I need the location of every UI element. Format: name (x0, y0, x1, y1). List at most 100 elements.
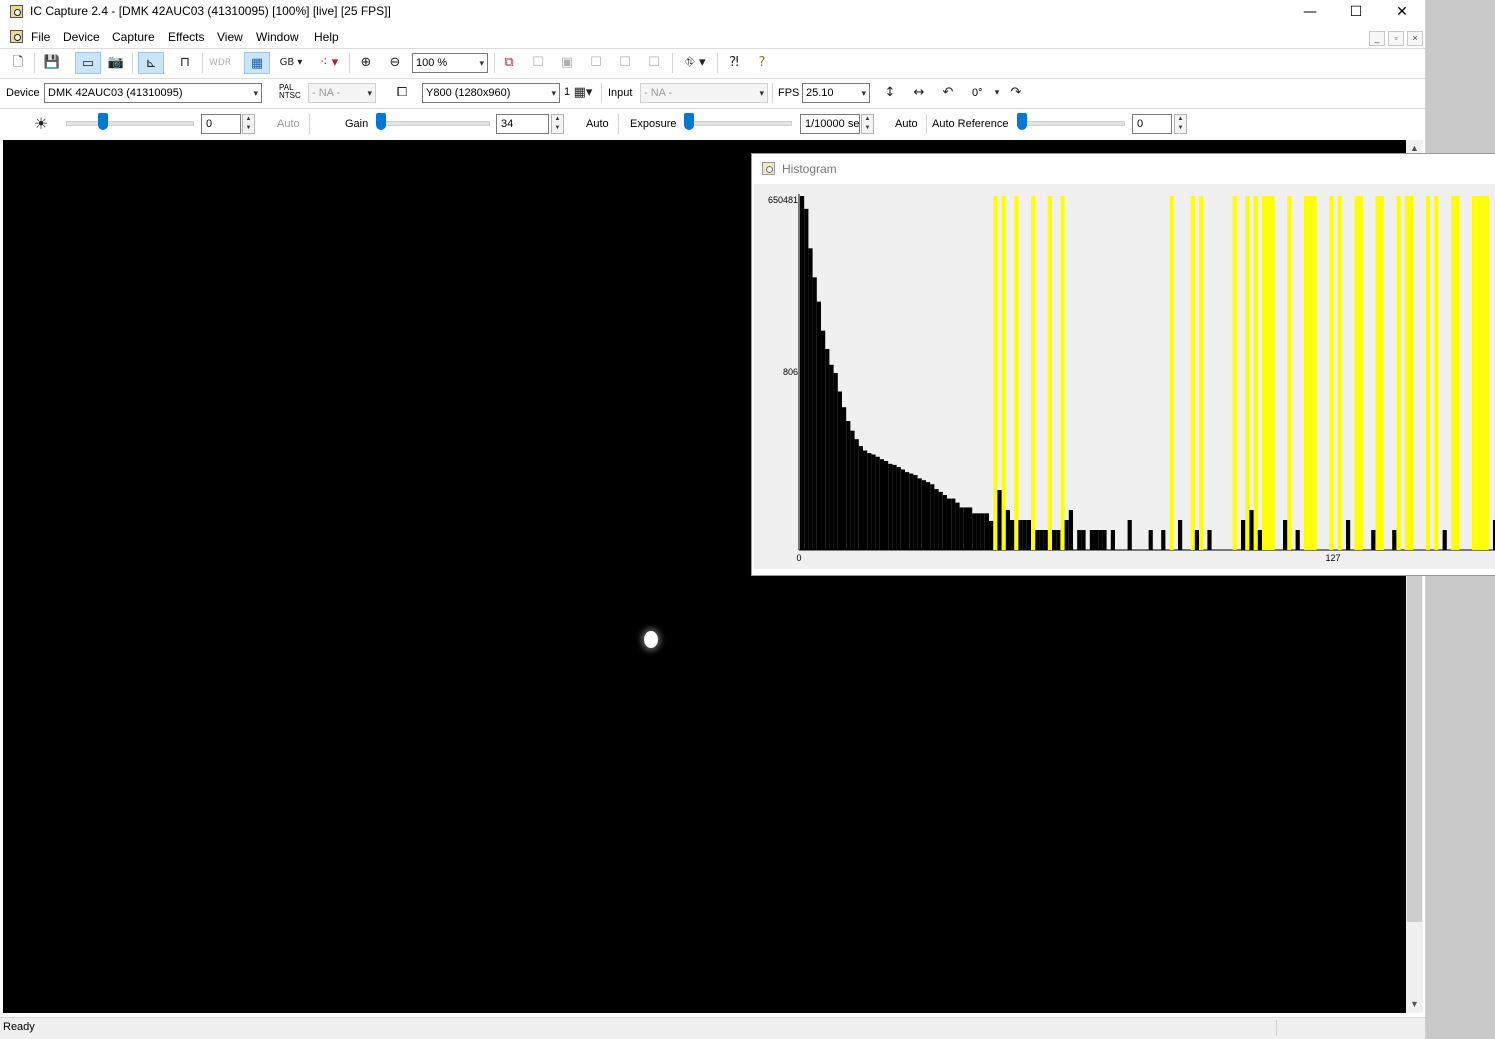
network-icon[interactable]: ⛗ ▾ (684, 55, 706, 70)
histogram-bar-107 (1249, 510, 1254, 550)
menu-capture[interactable]: Capture (112, 30, 155, 44)
help-icon[interactable]: ? (758, 55, 766, 70)
brightness-spinner[interactable]: ▲ ▼ (242, 114, 255, 134)
live-camera-icon[interactable]: ▭ (75, 52, 101, 74)
disabled-tool-icon-5[interactable]: ☐ (648, 55, 660, 70)
menu-file[interactable]: File (31, 30, 51, 44)
histogram-bar-12 (850, 430, 855, 550)
scroll-down-icon[interactable]: ▼ (1410, 999, 1419, 1009)
histogram-bar-29 (921, 480, 926, 550)
brightness-slider-track[interactable] (66, 121, 194, 126)
rotation-chevron-down-icon[interactable]: ▾ (994, 88, 1000, 98)
saturation-marker-24 (1379, 196, 1384, 550)
exposure-slider-thumb[interactable] (684, 113, 694, 130)
zoom-out-icon[interactable]: ⊖ (389, 55, 401, 70)
format-value: Y800 (1280x960) (426, 87, 511, 99)
disabled-tool-icon-2[interactable]: ▣ (560, 55, 574, 70)
mdi-restore-button[interactable]: ▫ (1388, 31, 1404, 46)
wdr-icon[interactable]: WDR (209, 58, 232, 68)
rotation-value[interactable]: 0° (972, 87, 983, 99)
disabled-tool-icon-4[interactable]: ☐ (619, 55, 631, 70)
auto-reference-input[interactable]: 0 (1132, 114, 1172, 134)
separator (772, 83, 773, 103)
document-icon[interactable] (10, 30, 23, 43)
title-bar[interactable]: IC Capture 2.4 - [DMK 42AUC03 (41310095)… (0, 0, 1425, 24)
histogram-bar-49 (1005, 510, 1010, 550)
gain-slider-track[interactable] (376, 121, 490, 126)
disabled-tool-icon-1[interactable]: ☐ (532, 55, 544, 70)
maximize-button[interactable]: ☐ (1349, 4, 1363, 20)
histogram-window[interactable]: Histogram 650481 806 0 127 (751, 153, 1495, 576)
zoom-in-icon[interactable]: ⊕ (360, 55, 372, 70)
disabled-tool-icon-3[interactable]: ☐ (590, 55, 602, 70)
minimize-button[interactable]: — (1303, 4, 1317, 20)
histogram-bar-42 (976, 513, 981, 550)
device-combo[interactable]: DMK 42AUC03 (41310095) ▾ (44, 83, 262, 103)
saturation-marker-31 (1455, 196, 1460, 550)
saturation-marker-8 (1199, 196, 1204, 550)
scrollbar-thumb[interactable] (1407, 570, 1422, 922)
flip-vertical-icon[interactable]: ↕ (884, 85, 896, 100)
histogram-bar-61 (1056, 530, 1061, 550)
histogram-bar-3 (812, 277, 817, 550)
exposure-slider-track[interactable] (684, 121, 792, 126)
histogram-bar-2 (808, 248, 813, 551)
auto-reference-slider-thumb[interactable] (1017, 113, 1027, 130)
fps-combo[interactable]: 25.10 ▾ (802, 83, 870, 103)
histogram-bar-118 (1295, 530, 1300, 550)
mdi-close-button[interactable]: × (1407, 31, 1423, 46)
pal-label: PAL (279, 83, 294, 92)
new-icon[interactable]: 🗋 (12, 55, 24, 70)
saturation-marker-16 (1304, 196, 1309, 550)
gb-icon[interactable]: GB ▾ (279, 57, 303, 68)
video-norm-combo[interactable]: - NA - ▾ (308, 83, 376, 103)
histogram-bar-33 (938, 491, 943, 550)
help-context-icon[interactable]: ⁈ (729, 55, 739, 70)
zoom-combo[interactable]: 100 % ▾ (412, 53, 488, 73)
auto-reference-spinner[interactable]: ▲ ▼ (1174, 114, 1187, 134)
exposure-spinner[interactable]: ▲ ▼ (861, 114, 874, 134)
flip-horizontal-icon[interactable]: ↔ (913, 85, 925, 100)
menu-effects[interactable]: Effects (168, 30, 205, 44)
brightness-slider-thumb[interactable] (97, 113, 108, 130)
saturation-marker-28 (1425, 196, 1430, 550)
rotate-left-icon[interactable]: ↶ (942, 85, 954, 100)
histogram-bar-105 (1241, 520, 1246, 550)
trigger-icon[interactable]: ⊓ (179, 55, 191, 70)
menu-window[interactable]: Window (256, 30, 299, 44)
save-icon[interactable]: 💾 (43, 55, 61, 70)
mdi-minimize-button[interactable]: _ (1369, 31, 1385, 46)
gain-spinner[interactable]: ▲ ▼ (551, 114, 564, 134)
fps-value: 25.10 (806, 87, 834, 99)
brightness-input[interactable]: 0 (201, 114, 241, 134)
menu-view[interactable]: View (217, 30, 243, 44)
property-icon[interactable]: ⧉ (504, 55, 514, 70)
binning-grid-icon[interactable]: ▦▾ (573, 85, 593, 100)
histogram-plot-area: 650481 806 0 127 (754, 184, 1495, 569)
ntsc-label: NTSC (279, 91, 301, 100)
histogram-bar-11 (846, 421, 851, 550)
exposure-input[interactable]: 1/10000 se (800, 114, 860, 134)
input-combo[interactable]: - NA - ▾ (640, 83, 768, 103)
color-icon[interactable]: ▦ (244, 52, 270, 74)
snapshot-icon[interactable]: 📷 (107, 55, 125, 70)
window-title: IC Capture 2.4 - [DMK 42AUC03 (41310095)… (30, 4, 391, 18)
gain-slider-thumb[interactable] (376, 113, 386, 130)
device-label: Device (6, 87, 40, 99)
menu-device[interactable]: Device (63, 30, 100, 44)
auto-reference-slider-track[interactable] (1017, 121, 1125, 126)
gain-label: Gain (345, 118, 369, 130)
histogram-bar-130 (1346, 520, 1351, 550)
close-button[interactable]: ✕ (1396, 4, 1408, 20)
device-value: DMK 42AUC03 (41310095) (48, 87, 183, 99)
saturation-marker-12 (1262, 196, 1267, 550)
histogram-bar-36 (951, 498, 956, 550)
scroll-up-icon[interactable]: ▲ (1410, 143, 1419, 153)
histogram-bar-43 (980, 513, 985, 550)
roi-icon[interactable]: ⁖ ▾ (319, 55, 339, 70)
rotate-right-icon[interactable]: ↷ (1010, 85, 1022, 100)
menu-help[interactable]: Help (314, 30, 339, 44)
histogram-icon[interactable]: ⊾ (138, 52, 164, 74)
format-combo[interactable]: Y800 (1280x960) ▾ (422, 83, 560, 103)
gain-input[interactable]: 34 (496, 114, 549, 134)
